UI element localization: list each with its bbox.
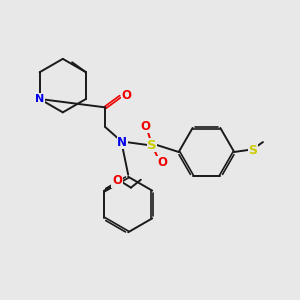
Text: O: O: [112, 174, 122, 187]
Text: N: N: [35, 94, 44, 104]
Text: S: S: [248, 143, 257, 157]
Text: N: N: [117, 136, 127, 148]
Text: O: O: [140, 120, 150, 133]
Text: S: S: [147, 139, 157, 152]
Text: O: O: [121, 89, 131, 102]
Text: O: O: [157, 156, 167, 170]
